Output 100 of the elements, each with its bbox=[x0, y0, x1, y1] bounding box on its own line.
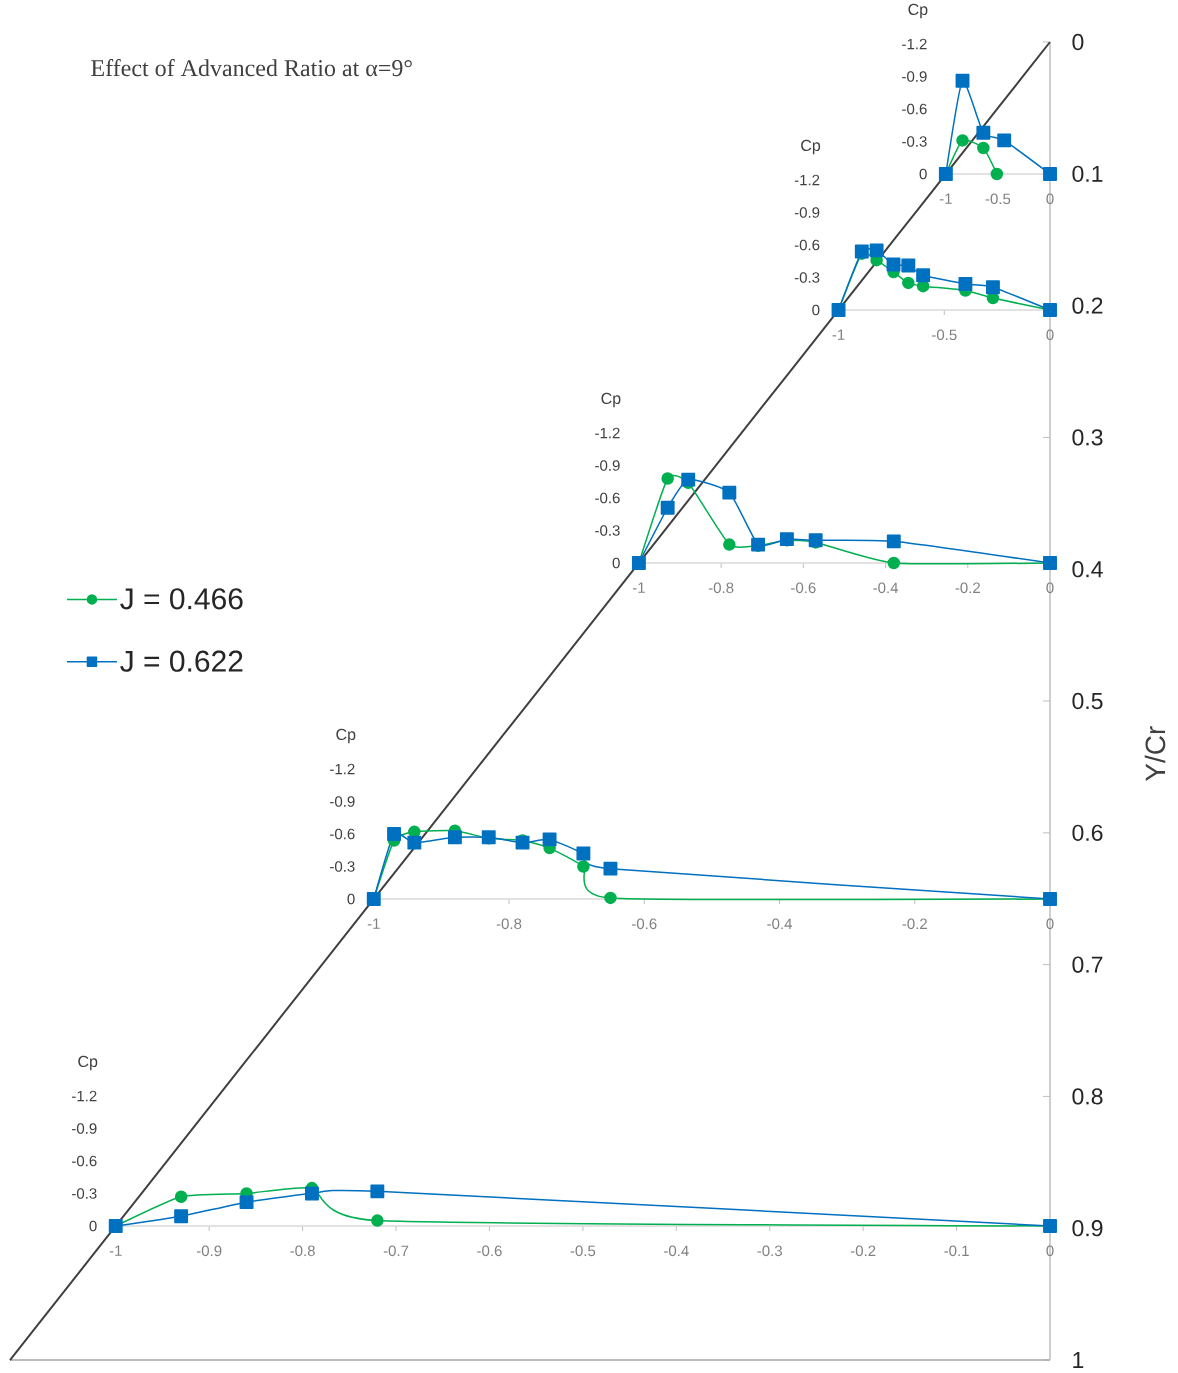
y-tick-label: -0.9 bbox=[72, 1123, 97, 1134]
y-tick-label: 0 bbox=[1072, 33, 1084, 51]
point bbox=[886, 534, 901, 549]
x-tick-label: -0.8 bbox=[290, 1245, 315, 1257]
y-tick-label: 0.4 bbox=[1072, 561, 1103, 578]
y-tick-label: 0.6 bbox=[1072, 824, 1103, 841]
point bbox=[542, 832, 557, 847]
y-tick-label: 0 bbox=[919, 168, 927, 180]
x-tick-label: -0.5 bbox=[985, 193, 1011, 205]
y-axis-title: Cp bbox=[801, 139, 821, 155]
x-tick-label: -0.4 bbox=[664, 1245, 689, 1257]
point bbox=[577, 860, 590, 873]
x-tick-label: -0.2 bbox=[902, 918, 927, 930]
point bbox=[722, 485, 737, 500]
y-axis-title: Cp bbox=[336, 728, 356, 744]
point bbox=[723, 538, 736, 551]
x-tick-label: -0.8 bbox=[708, 582, 734, 594]
y-tick-label: 0 bbox=[89, 1220, 97, 1232]
point bbox=[956, 134, 969, 147]
x-tick-label: -0.5 bbox=[570, 1245, 596, 1257]
y-tick-label: 0.5 bbox=[1072, 692, 1103, 710]
x-tick-label: -0.2 bbox=[955, 582, 980, 594]
y-axis-title: Cp bbox=[601, 392, 621, 408]
point bbox=[576, 846, 591, 861]
y-tick-label: 0.1 bbox=[1072, 165, 1103, 182]
legend-label: J = 0.466 bbox=[120, 588, 243, 610]
point bbox=[955, 73, 970, 88]
y-tick-label: -0.3 bbox=[72, 1188, 97, 1199]
point bbox=[958, 277, 973, 291]
y-tick-label: -0.3 bbox=[902, 136, 927, 147]
point bbox=[370, 1184, 385, 1199]
y-tick-label: -1.2 bbox=[595, 427, 620, 439]
y-tick-label: -1.2 bbox=[330, 763, 355, 775]
point bbox=[604, 891, 617, 905]
y-axis-title: Y/Cr bbox=[1144, 726, 1166, 782]
y-tick-label: -0.6 bbox=[72, 1155, 97, 1167]
y-tick-label: 0.9 bbox=[1072, 1220, 1103, 1237]
y-tick-label: 0.2 bbox=[1072, 297, 1103, 314]
x-tick-label: 0 bbox=[1046, 1245, 1054, 1257]
y-tick-label: -0.6 bbox=[902, 103, 927, 115]
y-tick-label: -1.2 bbox=[72, 1090, 97, 1102]
point bbox=[660, 500, 675, 515]
y-tick-label: -0.6 bbox=[330, 828, 355, 840]
x-tick-label: -0.8 bbox=[496, 918, 522, 930]
point bbox=[887, 556, 901, 570]
point bbox=[1043, 167, 1057, 181]
y-axis-title: Cp bbox=[78, 1055, 98, 1071]
x-tick-label: -1 bbox=[832, 329, 845, 340]
y-tick-label: -0.9 bbox=[330, 796, 355, 807]
x-tick-label: -0.7 bbox=[383, 1245, 409, 1257]
point bbox=[869, 243, 884, 258]
x-tick-label: 0 bbox=[1046, 193, 1054, 205]
point bbox=[407, 835, 422, 850]
x-tick-label: -0.6 bbox=[477, 1245, 502, 1257]
x-tick-label: -0.4 bbox=[767, 918, 792, 930]
point bbox=[387, 827, 401, 841]
point bbox=[681, 472, 696, 487]
point bbox=[371, 1214, 384, 1227]
point bbox=[976, 125, 991, 140]
x-tick-label: 0 bbox=[1046, 329, 1054, 341]
point bbox=[916, 268, 931, 283]
y-axis-title: Cp bbox=[908, 3, 928, 19]
point bbox=[661, 472, 674, 485]
x-tick-label: -1 bbox=[632, 582, 645, 593]
point bbox=[901, 258, 916, 273]
y-tick-label: 0.7 bbox=[1072, 956, 1103, 973]
x-tick-label: -0.5 bbox=[932, 329, 957, 341]
y-tick-label: 0 bbox=[612, 557, 620, 569]
y-tick-label: -0.6 bbox=[794, 239, 820, 251]
point bbox=[985, 280, 1000, 295]
y-tick-label: -1.2 bbox=[902, 38, 927, 50]
x-tick-label: 0 bbox=[1046, 582, 1054, 594]
x-tick-label: -1 bbox=[939, 193, 952, 204]
y-tick-label: -0.9 bbox=[902, 71, 927, 82]
point bbox=[447, 830, 462, 845]
point bbox=[997, 133, 1012, 148]
point bbox=[174, 1190, 188, 1203]
x-tick-label: -1 bbox=[367, 918, 380, 929]
y-tick-label: -0.6 bbox=[595, 492, 620, 504]
legend-label: J = 0.622 bbox=[120, 650, 243, 672]
y-tick-label: 0 bbox=[347, 893, 355, 905]
text: Effect of Advanced Ratio at α=9° bbox=[91, 59, 412, 77]
x-tick-label: -0.3 bbox=[757, 1245, 782, 1257]
x-tick-label: -0.2 bbox=[850, 1245, 876, 1257]
y-tick-label: 0 bbox=[812, 304, 820, 316]
x-tick-label: -0.1 bbox=[944, 1245, 969, 1257]
x-tick-label: -0.4 bbox=[873, 582, 899, 594]
y-tick-label: -0.3 bbox=[794, 272, 820, 283]
point bbox=[239, 1195, 254, 1210]
x-tick-label: -0.9 bbox=[196, 1245, 222, 1257]
point bbox=[977, 141, 990, 155]
point bbox=[174, 1209, 189, 1224]
y-tick-label: -0.3 bbox=[330, 861, 355, 872]
point bbox=[304, 1186, 319, 1201]
y-tick-label: 1 bbox=[1073, 1352, 1084, 1368]
y-tick-label: -0.9 bbox=[794, 207, 820, 218]
point bbox=[990, 167, 1004, 181]
point bbox=[902, 276, 915, 290]
y-tick-label: -1.2 bbox=[794, 174, 820, 186]
y-tick-label: -0.3 bbox=[595, 525, 620, 536]
